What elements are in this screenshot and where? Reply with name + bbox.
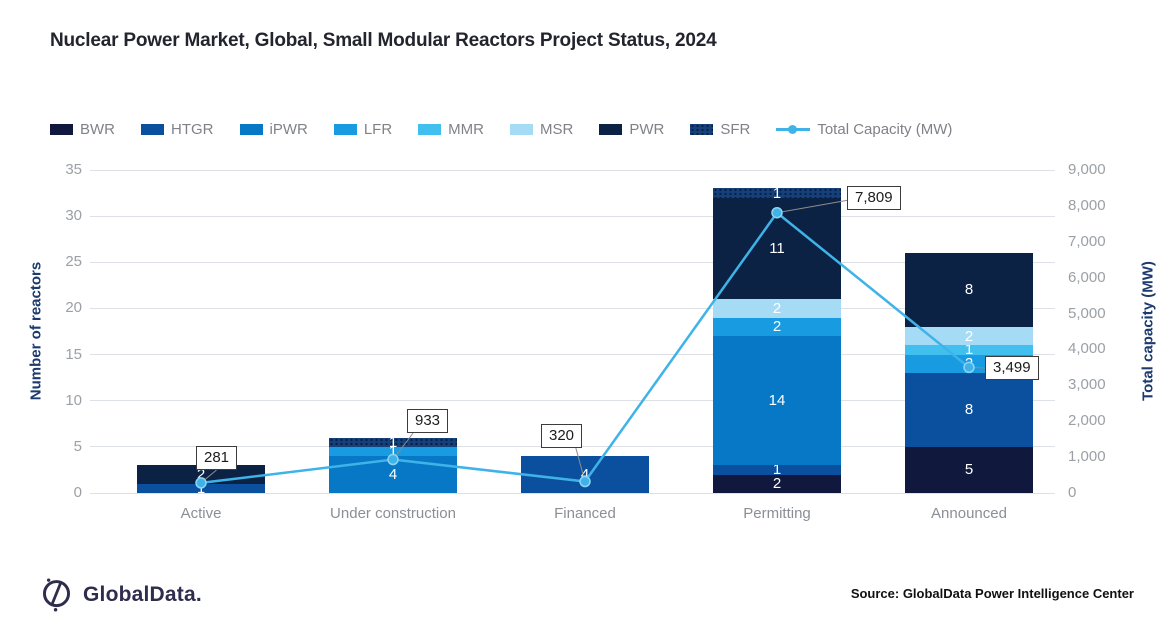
legend-line-marker-icon [776,125,811,134]
legend: BWR HTGR iPWR LFR MMR MSR PWR SFR Total Capacity… [50,121,952,138]
legend-item-ipwr: iPWR [239,121,308,138]
gridline [90,169,1055,171]
legend-label: MSR [540,121,574,138]
y-axis-title-left: Number of reactors [27,261,45,401]
legend-label: MMR [448,121,484,138]
bar-segment-sfr: 1 [329,433,457,451]
data-callout: 933 [407,409,449,433]
bar-segment-msr: 2 [713,299,841,318]
legend-label: Total Capacity (MW) [817,121,953,138]
bar-segment-htgr: 8 [905,373,1033,447]
bar-segment-label: 2 [772,318,782,336]
y-axis-tick-right: 9,000 [1068,161,1106,178]
legend-swatch-pwr-icon [599,124,623,135]
y-axis-tick-left: 20 [65,299,82,317]
bar-segment-ipwr: 14 [713,336,841,466]
bar-segment-bwr: 5 [905,446,1033,493]
bar-segment-label: 2 [772,299,782,317]
legend-label: SFR [720,121,751,138]
bar-segment-label: 14 [768,392,786,410]
bar-segment-msr: 2 [905,326,1033,346]
legend-item-mmr: MMR [418,121,484,138]
bar-segment-label: 8 [964,281,974,299]
legend-item-lfr: LFR [333,121,393,138]
bar-segment-label: 11 [769,239,785,257]
gridline [90,492,1055,494]
bar-segment-label: 5 [964,461,974,479]
legend-swatch-sfr-icon [690,124,714,135]
bar-segment-htgr: 1 [713,462,841,477]
legend-item-sfr: SFR [690,121,750,138]
y-axis-tick-right: 4,000 [1068,340,1106,358]
legend-item-total-capacity: Total Capacity (MW) [776,121,952,138]
legend-swatch-ipwr-icon [239,124,263,135]
x-axis-label: Financed [554,505,616,522]
globaldata-logo-icon [42,578,71,612]
y-axis-tick-left: 15 [65,345,82,363]
y-axis-tick-left: 10 [65,391,82,409]
y-axis-tick-left: 30 [65,207,82,225]
legend-item-msr: MSR [510,121,573,138]
legend-label: PWR [629,121,665,138]
y-axis-tick-right: 1,000 [1068,448,1106,466]
y-axis-tick-left: 5 [73,437,82,455]
bar-segment-label: 8 [964,401,974,419]
x-axis-label: Announced [931,505,1007,522]
total-capacity-line [200,211,970,485]
globaldata-logo: GlobalData. [38,576,202,613]
legend-swatch-msr-icon [510,124,533,135]
data-callout: 281 [196,446,238,470]
y-axis-title-right: Total capacity (MW) [1139,261,1157,401]
legend-label: iPWR [269,121,308,138]
legend-item-htgr: HTGR [141,121,214,138]
legend-label: HTGR [171,121,214,138]
bar-segment-label: 4 [580,466,590,484]
gridline [90,215,1055,217]
bar-segment-label: 1 [772,184,782,202]
source-text: Source: GlobalData Power Intelligence Ce… [850,586,1134,601]
bar-segment-htgr: 1 [137,481,265,496]
bar-segment-htgr: 4 [521,456,649,493]
legend-swatch-mmr-icon [418,124,442,135]
bar-segment-label: 4 [388,466,398,484]
data-callout: 320 [541,424,583,448]
legend-swatch-htgr-icon [141,124,164,135]
bar-segment-pwr: 11 [713,197,841,300]
bar-segment-ipwr: 4 [329,456,457,493]
data-callout: 3,499 [985,356,1039,380]
y-axis-tick-right: 3,000 [1068,376,1106,394]
bar-segment-sfr: 1 [713,186,841,201]
y-axis-tick-right: 2,000 [1068,412,1106,430]
legend-item-pwr: PWR [599,121,664,138]
bar-segment-mmr: 1 [905,342,1033,357]
y-axis-tick-right: 5,000 [1068,304,1106,322]
y-axis-tick-left: 0 [73,484,82,501]
chart-title: Nuclear Power Market, Global, Small Modu… [50,30,717,51]
bar-segment-label: 1 [388,433,398,451]
bar-segment-lfr: 2 [713,317,841,337]
x-axis-label: Under construction [330,505,456,522]
y-axis-tick-right: 7,000 [1068,232,1106,250]
y-axis-tick-left: 35 [65,161,82,178]
x-axis-label: Active [180,505,222,522]
legend-swatch-lfr-icon [333,124,357,135]
x-axis-label: Permitting [743,505,811,522]
y-axis-tick-right: 8,000 [1068,196,1106,214]
legend-label: BWR [80,121,115,138]
legend-item-bwr: BWR [50,121,115,138]
legend-label: LFR [363,121,393,138]
bar-segment-label: 2 [772,475,782,493]
bar-segment-pwr: 8 [905,253,1033,327]
bar-segment-label: 2 [964,327,974,345]
y-axis-tick-right: 6,000 [1068,268,1106,286]
legend-swatch-bwr-icon [50,124,73,135]
y-axis-tick-left: 25 [65,253,82,271]
globaldata-logo-text: GlobalData. [83,582,202,606]
bar-segment-label: 2 [964,355,974,373]
data-callout: 7,809 [847,186,901,210]
y-axis-tick-right: 0 [1068,484,1077,501]
